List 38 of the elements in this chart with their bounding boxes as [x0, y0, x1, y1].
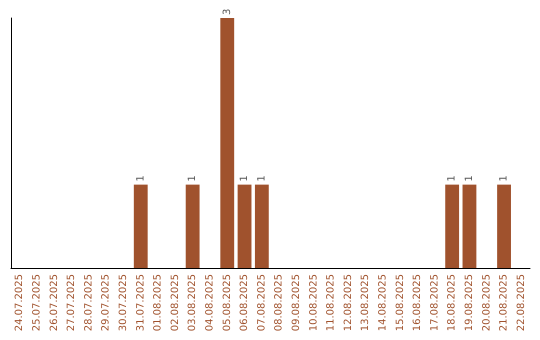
x-tick-label: 05.08.2025 — [222, 274, 233, 332]
x-tick-label: 10.08.2025 — [308, 274, 320, 332]
x-tick-label: 30.07.2025 — [118, 274, 129, 332]
x-tick-label: 01.08.2025 — [152, 274, 164, 332]
x-tick-label: 06.08.2025 — [239, 274, 250, 332]
data-label: 1 — [256, 175, 268, 182]
x-tick-label: 20.08.2025 — [481, 274, 492, 332]
data-label: 1 — [135, 175, 146, 182]
x-tick-label: 26.07.2025 — [48, 274, 60, 332]
x-tick-label: 31.07.2025 — [135, 274, 146, 332]
x-tick-label: 13.08.2025 — [360, 274, 372, 332]
data-label: 1 — [498, 175, 510, 182]
x-tick-label: 25.07.2025 — [31, 274, 42, 332]
data-label: 1 — [187, 175, 198, 182]
data-label: 1 — [446, 175, 458, 182]
x-tick-label: 28.07.2025 — [83, 274, 94, 332]
x-tick-label: 14.08.2025 — [377, 274, 388, 332]
x-tick-label: 24.07.2025 — [14, 274, 26, 332]
x-tick-label: 18.08.2025 — [446, 274, 458, 332]
x-tick-label: 19.08.2025 — [464, 274, 475, 332]
x-tick-label: 16.08.2025 — [412, 274, 424, 332]
x-tick-label: 29.07.2025 — [100, 274, 112, 332]
x-tick-label: 08.08.2025 — [274, 274, 285, 332]
data-label: 1 — [239, 175, 250, 182]
x-tick-label: 27.07.2025 — [66, 274, 78, 332]
data-label: 1 — [464, 175, 475, 182]
x-tick-label: 09.08.2025 — [290, 274, 302, 332]
x-tick-label: 02.08.2025 — [170, 274, 181, 332]
x-tick-label: 17.08.2025 — [429, 274, 440, 332]
x-tick-label: 22.08.2025 — [516, 274, 527, 332]
data-label: 3 — [222, 8, 233, 15]
x-tick-label: 04.08.2025 — [204, 274, 216, 332]
x-tick-label: 12.08.2025 — [342, 274, 354, 332]
x-tick-label: 15.08.2025 — [394, 274, 406, 332]
x-tick-label: 03.08.2025 — [187, 274, 198, 332]
x-tick-label: 07.08.2025 — [256, 274, 268, 332]
x-tick-label: 11.08.2025 — [326, 274, 337, 332]
x-tick-label: 21.08.2025 — [498, 274, 510, 332]
